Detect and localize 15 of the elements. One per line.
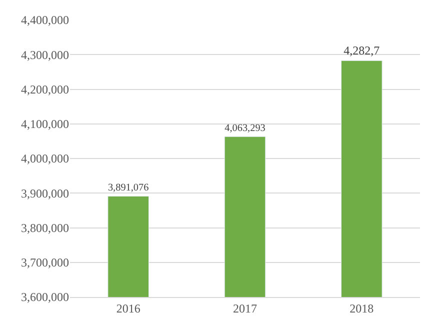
y-tick-label: 3,700,000 [21, 256, 69, 270]
x-tick-label: 2017 [233, 301, 257, 316]
y-tick-label: 3,900,000 [21, 186, 69, 200]
x-tick-label: 2016 [116, 301, 140, 316]
data-label: 4,282,7 [344, 44, 380, 58]
y-tick-label: 4,000,000 [21, 152, 69, 166]
data-label: 3,891,076 [108, 182, 149, 194]
y-tick-label: 4,300,000 [21, 48, 69, 62]
y-tick-label: 3,600,000 [21, 290, 69, 304]
x-tick-label: 2018 [350, 301, 374, 316]
y-tick-label: 4,100,000 [21, 117, 69, 132]
y-tick-label: 4,200,000 [21, 82, 69, 96]
y-tick-label: 3,800,000 [21, 220, 69, 235]
data-label: 4,063,293 [224, 123, 266, 134]
y-tick-label: 4,400,000 [21, 13, 69, 28]
